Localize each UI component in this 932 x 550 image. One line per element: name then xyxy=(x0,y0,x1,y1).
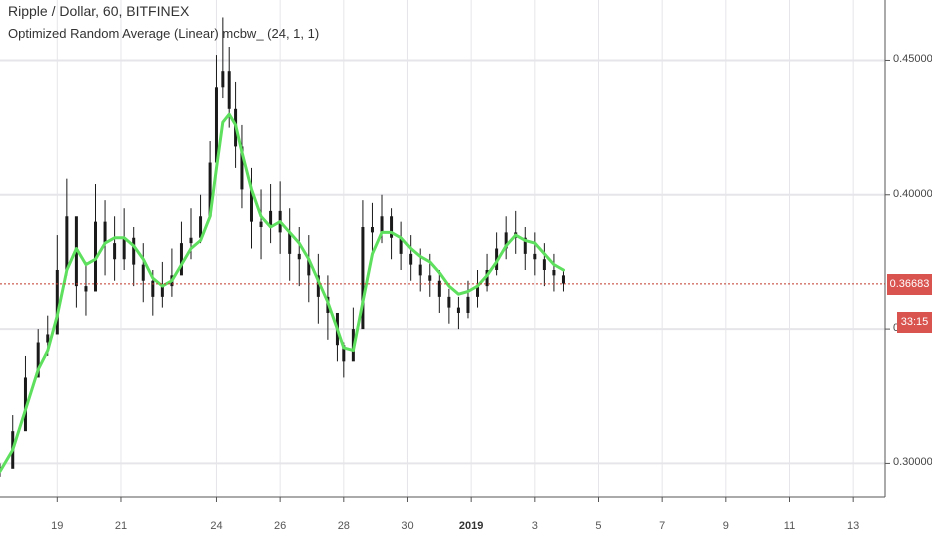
candle-body xyxy=(269,210,273,228)
candle-body xyxy=(485,269,489,287)
candle-body xyxy=(361,227,365,330)
time-axis-label: 24 xyxy=(210,520,223,532)
candle-body xyxy=(504,232,508,249)
moving-average-line xyxy=(0,112,565,473)
time-axis-label: 26 xyxy=(274,520,287,532)
candle-body xyxy=(456,307,460,313)
price-axis-label: 0 xyxy=(893,322,899,334)
candle-body xyxy=(409,253,413,265)
candle-body xyxy=(561,275,565,284)
time-axis-label: 5 xyxy=(595,520,602,532)
candle-body xyxy=(103,221,107,244)
candle-body xyxy=(113,243,117,260)
candle-body xyxy=(380,216,384,233)
candle-body xyxy=(523,237,527,254)
candle-body xyxy=(214,87,218,163)
time-axis-label: 3 xyxy=(531,520,538,532)
candle-body xyxy=(84,286,88,292)
bar-countdown-label: 33:15 xyxy=(897,312,932,333)
last-price-label: 0.36683 xyxy=(887,273,932,295)
candle-body xyxy=(132,237,136,265)
candle-body xyxy=(297,253,301,260)
candle-body xyxy=(288,232,292,254)
time-axis-label: 30 xyxy=(401,520,414,532)
candle-body xyxy=(259,221,263,228)
time-axis-label: 2019 xyxy=(458,520,484,532)
time-axis-label: 11 xyxy=(783,520,796,532)
indicator-legend[interactable]: Optimized Random Average (Linear) mcbw_ … xyxy=(8,26,320,41)
time-axis-label: 21 xyxy=(114,520,128,532)
candle-body xyxy=(46,334,50,343)
candle-body xyxy=(476,286,480,297)
price-axis-label: 0.40000 xyxy=(893,187,932,200)
candle-body xyxy=(428,275,432,281)
candle-body xyxy=(447,296,451,308)
candle-body xyxy=(55,269,59,335)
candle-body xyxy=(370,227,374,233)
candle-body xyxy=(65,216,69,270)
candlestick-series xyxy=(0,17,565,477)
time-axis-label: 7 xyxy=(659,520,666,532)
grid-lines xyxy=(0,0,885,497)
time-axis-label: 13 xyxy=(847,520,860,532)
time-axis-tick-marks xyxy=(56,497,854,502)
candle-body xyxy=(227,71,231,109)
time-axis-label: 9 xyxy=(722,520,729,532)
candle-body xyxy=(399,237,403,254)
candle-body xyxy=(249,189,253,222)
symbol-legend[interactable]: Ripple / Dollar, 60, BITFINEX xyxy=(8,3,190,19)
candle-body xyxy=(466,296,470,313)
candle-body xyxy=(342,345,346,362)
candle-body xyxy=(189,237,193,244)
candle-body xyxy=(179,243,183,276)
candle-body xyxy=(122,237,126,260)
candle-body xyxy=(533,253,537,260)
time-axis-label: 28 xyxy=(337,520,350,532)
candle-body xyxy=(542,259,546,270)
candle-body xyxy=(208,162,212,217)
candle-body xyxy=(316,275,320,297)
candle-body xyxy=(437,280,441,297)
price-axis-tick-marks xyxy=(885,59,890,464)
candle-body xyxy=(240,146,244,190)
candle-body xyxy=(160,286,164,297)
candle-body xyxy=(141,264,145,281)
candle-body xyxy=(221,71,225,88)
time-axis-label: 19 xyxy=(51,520,64,532)
candle-body xyxy=(307,259,311,276)
candle-body xyxy=(390,216,394,238)
candle-body xyxy=(552,269,556,276)
price-axis-label: 0.30000 xyxy=(893,456,932,469)
candle-body xyxy=(151,280,155,297)
candle-body xyxy=(199,216,203,238)
candle-body xyxy=(23,377,27,432)
price-axis-label: 0.45000 xyxy=(893,53,932,66)
candle-body xyxy=(418,264,422,276)
candle-body xyxy=(36,342,40,378)
